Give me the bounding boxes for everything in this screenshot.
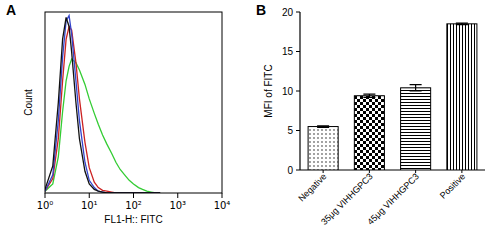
x-tick (222, 193, 223, 198)
y-tick (296, 130, 300, 131)
panel-label: B (256, 2, 266, 18)
bar (308, 127, 338, 170)
x-tick (369, 170, 370, 173)
x-tick-label: Positive (438, 171, 467, 200)
y-tick (296, 12, 300, 13)
x-axis-title: FL1-H:: FITC (104, 214, 162, 225)
x-tick-label: 10² (125, 200, 142, 211)
x-tick-label: Negative (296, 171, 328, 203)
bar (354, 96, 384, 170)
x-tick (323, 170, 324, 173)
figure: A10⁰ 10¹ 10² 10³ 10⁴FL1-H:: FITC Count B0 5 10 15… (0, 0, 500, 229)
x-tick-label: 45μg VIHHGPC3 (365, 171, 421, 227)
error-bar (410, 85, 422, 91)
y-tick-label: 15 (282, 46, 294, 57)
y-tick-label: 5 (287, 125, 293, 136)
y-axis-title: Count (23, 89, 34, 116)
error-bar (456, 23, 468, 25)
y-axis-title: MFI of FITC (263, 64, 274, 117)
error-bar (317, 126, 329, 128)
y-tick (296, 170, 300, 171)
x-tick-label: 10³ (169, 200, 186, 211)
panel-label: A (6, 2, 16, 18)
plot-frame (45, 12, 222, 193)
x-tick (415, 170, 416, 173)
bar (447, 24, 477, 170)
y-tick-label: 10 (282, 86, 294, 97)
histogram-lines (45, 16, 160, 193)
y-tick (296, 51, 300, 52)
x-tick (89, 193, 90, 198)
x-tick (133, 193, 134, 198)
x-tick (45, 193, 46, 198)
x-tick-label: 10⁰ (37, 200, 54, 211)
y-tick-label: 20 (282, 7, 294, 18)
y-tick (296, 91, 300, 92)
x-tick (177, 193, 178, 198)
histogram-curve (45, 17, 160, 193)
bar (401, 88, 431, 170)
histogram-curve (45, 16, 160, 193)
y-tick-label: 0 (287, 165, 293, 176)
x-tick (461, 170, 462, 173)
x-tick-label: 10¹ (81, 200, 98, 211)
bars (308, 23, 477, 170)
x-tick-label: 10⁴ (214, 200, 231, 211)
error-bar (363, 94, 375, 97)
